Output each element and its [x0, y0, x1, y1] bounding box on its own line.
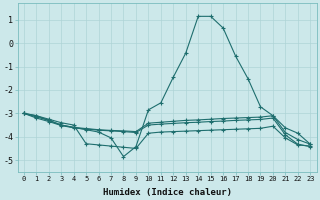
X-axis label: Humidex (Indice chaleur): Humidex (Indice chaleur) [103, 188, 232, 197]
